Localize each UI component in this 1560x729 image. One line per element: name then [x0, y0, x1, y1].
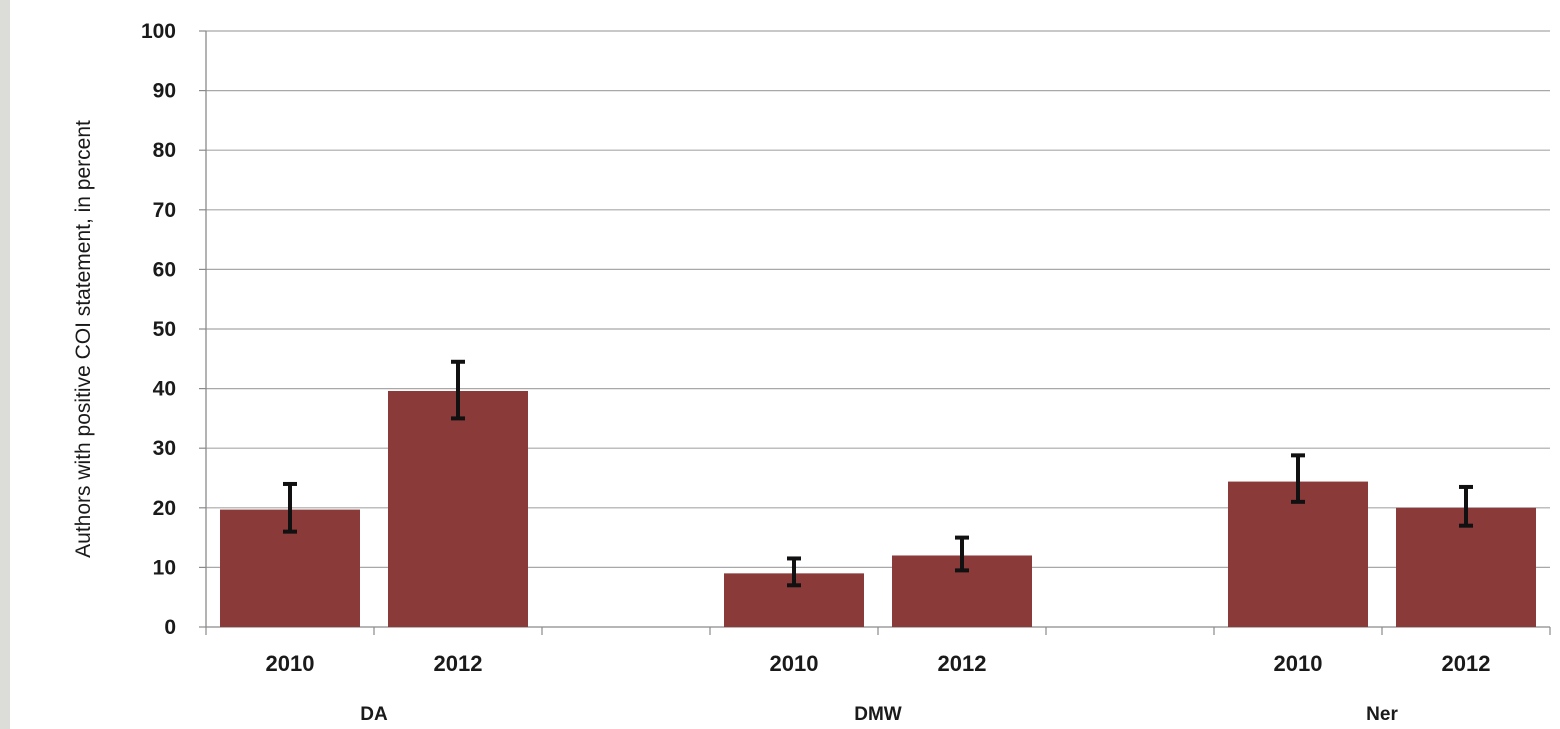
y-tick-label: 0	[164, 616, 176, 639]
bar-DA-2012	[388, 390, 528, 627]
y-tick-label: 100	[141, 20, 176, 43]
y-tick-label: 80	[153, 139, 176, 162]
x-category-label: 2010	[266, 651, 315, 676]
x-category-label: 2012	[434, 651, 483, 676]
bars	[220, 390, 1536, 627]
error-bars	[283, 359, 1473, 588]
y-tick-label: 20	[153, 497, 176, 520]
y-tick-label: 70	[153, 199, 176, 222]
bar-Ner-2010	[1228, 481, 1368, 627]
y-tick-label: 50	[153, 318, 176, 341]
x-category-label: 2012	[938, 651, 987, 676]
y-axis-title: Authors with positive COI statement, in …	[72, 120, 95, 558]
x-category-label: 2012	[1442, 651, 1491, 676]
x-group-label: DMW	[854, 704, 902, 725]
x-category-label: 2010	[1274, 651, 1323, 676]
bar-chart: 0 10 20 30 40 50 60 70 80 90 100 2010 2012 DA 2010 2012…	[72, 20, 1551, 725]
x-group-label: Ner	[1366, 704, 1398, 725]
y-tick-label: 40	[153, 378, 176, 401]
y-tick-label: 90	[153, 80, 176, 103]
y-tick-label: 30	[153, 437, 176, 460]
x-group-label: DA	[360, 704, 388, 725]
x-category-label: 2010	[770, 651, 819, 676]
y-tick-label: 60	[153, 258, 176, 281]
y-tick-label: 10	[153, 556, 176, 579]
chart-frame: 0 10 20 30 40 50 60 70 80 90 100 2010 2012 DA 2010 2012…	[10, 0, 1560, 729]
axis-labels: 0 10 20 30 40 50 60 70 80 90 100 2010 2012 DA 2010 2012…	[141, 20, 1491, 725]
